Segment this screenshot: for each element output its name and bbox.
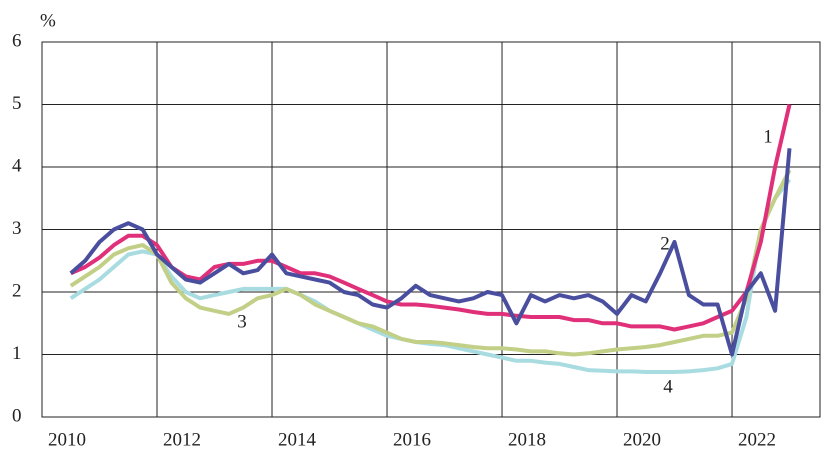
- series-label: 2: [660, 233, 670, 254]
- y-tick-label: 3: [12, 218, 22, 239]
- x-tick-label: 2012: [163, 429, 201, 450]
- plot-frame: [41, 41, 821, 418]
- y-unit: %: [40, 10, 56, 31]
- x-tick-label: 2022: [738, 429, 776, 450]
- x-tick-label: 2018: [508, 429, 546, 450]
- series-line: [69, 148, 792, 357]
- series-line: [69, 169, 792, 357]
- y-tick-label: 4: [12, 155, 22, 176]
- series-line: [69, 104, 792, 332]
- x-tick-label: 2010: [48, 429, 86, 450]
- y-tick-label: 1: [12, 343, 22, 364]
- y-tick-label: 6: [12, 30, 22, 51]
- x-tick-label: 2014: [278, 429, 317, 450]
- y-tick-label: 5: [12, 93, 22, 114]
- y-tick-label: 2: [12, 280, 22, 301]
- x-tick-label: 2020: [623, 429, 661, 450]
- y-tick-label: 0: [12, 405, 22, 426]
- series-label: 4: [663, 376, 673, 397]
- x-tick-label: 2016: [393, 429, 431, 450]
- series-label: 1: [763, 126, 773, 147]
- series-label: 3: [237, 311, 247, 332]
